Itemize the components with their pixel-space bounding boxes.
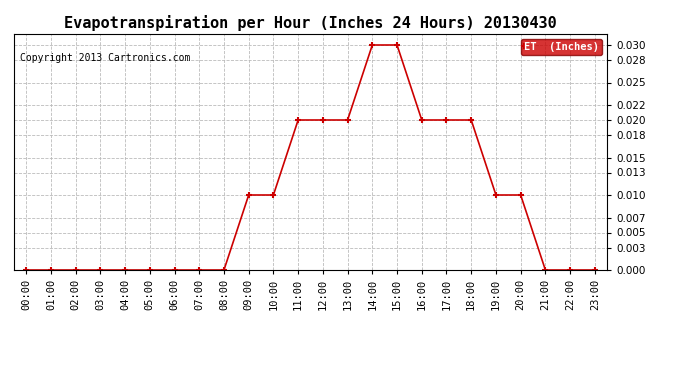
ET  (Inches): [517, 193, 525, 197]
ET  (Inches): [195, 268, 204, 272]
ET  (Inches): [121, 268, 129, 272]
ET  (Inches): [344, 118, 352, 122]
ET  (Inches): [393, 43, 401, 47]
ET  (Inches): [220, 268, 228, 272]
ET  (Inches): [591, 268, 599, 272]
ET  (Inches): [96, 268, 104, 272]
ET  (Inches): [146, 268, 154, 272]
Legend: ET  (Inches): ET (Inches): [521, 39, 602, 55]
ET  (Inches): [294, 118, 302, 122]
ET  (Inches): [269, 193, 277, 197]
Title: Evapotranspiration per Hour (Inches 24 Hours) 20130430: Evapotranspiration per Hour (Inches 24 H…: [64, 15, 557, 31]
ET  (Inches): [170, 268, 179, 272]
ET  (Inches): [47, 268, 55, 272]
ET  (Inches): [319, 118, 327, 122]
ET  (Inches): [368, 43, 377, 47]
ET  (Inches): [566, 268, 574, 272]
ET  (Inches): [541, 268, 549, 272]
ET  (Inches): [22, 268, 30, 272]
ET  (Inches): [72, 268, 80, 272]
ET  (Inches): [417, 118, 426, 122]
Line: ET  (Inches): ET (Inches): [23, 42, 598, 273]
ET  (Inches): [442, 118, 451, 122]
ET  (Inches): [492, 193, 500, 197]
ET  (Inches): [244, 193, 253, 197]
Text: Copyright 2013 Cartronics.com: Copyright 2013 Cartronics.com: [20, 53, 190, 63]
ET  (Inches): [467, 118, 475, 122]
